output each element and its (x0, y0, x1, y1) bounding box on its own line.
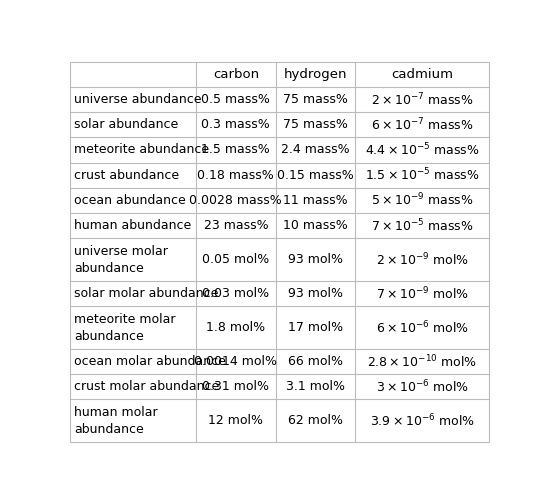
Text: human abundance: human abundance (74, 219, 191, 232)
Text: 75 mass%: 75 mass% (283, 118, 348, 131)
Text: $2\times10^{-9}$ mol%: $2\times10^{-9}$ mol% (376, 251, 469, 268)
Text: hydrogen: hydrogen (284, 68, 347, 81)
Text: 12 mol%: 12 mol% (209, 414, 263, 427)
Text: $4.4\times10^{-5}$ mass%: $4.4\times10^{-5}$ mass% (365, 142, 479, 158)
Text: 23 mass%: 23 mass% (204, 219, 268, 232)
Text: 75 mass%: 75 mass% (283, 93, 348, 106)
Text: universe molar
abundance: universe molar abundance (74, 245, 168, 274)
Text: 0.5 mass%: 0.5 mass% (201, 93, 270, 106)
Text: human molar
abundance: human molar abundance (74, 406, 157, 436)
Text: ocean abundance: ocean abundance (74, 194, 186, 207)
Text: 2.4 mass%: 2.4 mass% (281, 144, 350, 157)
Text: $7\times10^{-5}$ mass%: $7\times10^{-5}$ mass% (371, 217, 473, 234)
Text: 0.31 mol%: 0.31 mol% (203, 380, 269, 393)
Text: $1.5\times10^{-5}$ mass%: $1.5\times10^{-5}$ mass% (365, 167, 479, 184)
Text: 66 mol%: 66 mol% (288, 355, 343, 368)
Text: $2\times10^{-7}$ mass%: $2\times10^{-7}$ mass% (371, 91, 473, 108)
Text: 0.0014 mol%: 0.0014 mol% (194, 355, 277, 368)
Text: solar abundance: solar abundance (74, 118, 178, 131)
Text: 0.3 mass%: 0.3 mass% (201, 118, 270, 131)
Text: meteorite abundance: meteorite abundance (74, 144, 209, 157)
Text: 93 mol%: 93 mol% (288, 287, 343, 300)
Text: 11 mass%: 11 mass% (283, 194, 348, 207)
Text: 1.5 mass%: 1.5 mass% (201, 144, 270, 157)
Text: $7\times10^{-9}$ mol%: $7\times10^{-9}$ mol% (376, 285, 469, 302)
Text: 0.18 mass%: 0.18 mass% (198, 169, 274, 182)
Text: 62 mol%: 62 mol% (288, 414, 343, 427)
Text: 0.05 mol%: 0.05 mol% (202, 253, 270, 266)
Text: 0.03 mol%: 0.03 mol% (202, 287, 269, 300)
Text: 10 mass%: 10 mass% (283, 219, 348, 232)
Text: $5\times10^{-9}$ mass%: $5\times10^{-9}$ mass% (371, 192, 473, 209)
Text: $6\times10^{-6}$ mol%: $6\times10^{-6}$ mol% (376, 319, 469, 336)
Text: solar molar abundance: solar molar abundance (74, 287, 218, 300)
Text: ocean molar abundance: ocean molar abundance (74, 355, 225, 368)
Text: $2.8\times10^{-10}$ mol%: $2.8\times10^{-10}$ mol% (367, 353, 477, 370)
Text: $3.9\times10^{-6}$ mol%: $3.9\times10^{-6}$ mol% (370, 413, 475, 429)
Text: $6\times10^{-7}$ mass%: $6\times10^{-7}$ mass% (371, 116, 473, 133)
Text: crust abundance: crust abundance (74, 169, 179, 182)
Text: 1.8 mol%: 1.8 mol% (206, 321, 265, 334)
Text: cadmium: cadmium (391, 68, 453, 81)
Text: 93 mol%: 93 mol% (288, 253, 343, 266)
Text: 3.1 mol%: 3.1 mol% (286, 380, 345, 393)
Text: universe abundance: universe abundance (74, 93, 201, 106)
Text: crust molar abundance: crust molar abundance (74, 380, 219, 393)
Text: 17 mol%: 17 mol% (288, 321, 343, 334)
Text: $3\times10^{-6}$ mol%: $3\times10^{-6}$ mol% (376, 378, 469, 395)
Text: 0.15 mass%: 0.15 mass% (277, 169, 354, 182)
Text: carbon: carbon (213, 68, 259, 81)
Text: meteorite molar
abundance: meteorite molar abundance (74, 312, 175, 343)
Text: 0.0028 mass%: 0.0028 mass% (189, 194, 282, 207)
